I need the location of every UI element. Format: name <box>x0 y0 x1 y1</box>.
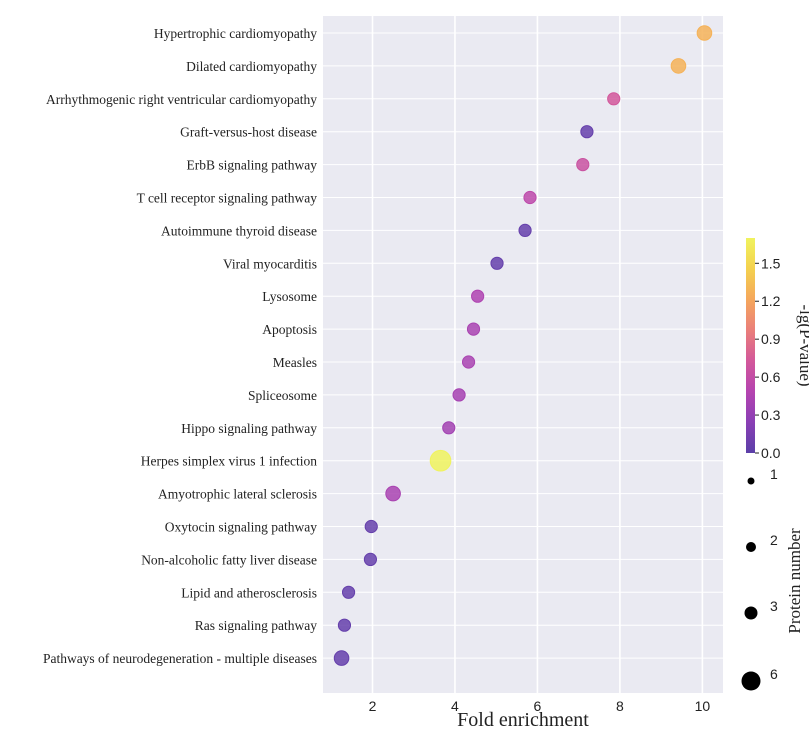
data-point <box>466 322 481 336</box>
size-legend-label: 6 <box>770 666 778 682</box>
data-point <box>607 92 621 106</box>
category-label: Dilated cardiomyopathy <box>186 59 317 74</box>
data-point <box>471 289 485 303</box>
category-label: Pathways of neurodegeneration - multiple… <box>43 651 317 666</box>
data-point <box>670 58 687 74</box>
plot-background <box>323 16 723 693</box>
x-axis-title: Fold enrichment <box>457 709 589 731</box>
category-label: T cell receptor signaling pathway <box>137 191 318 206</box>
colorbar <box>746 238 755 453</box>
category-label: Lipid and atherosclerosis <box>181 585 317 600</box>
size-legend-label: 1 <box>770 466 778 482</box>
category-label: Non-alcoholic fatty liver disease <box>141 552 317 567</box>
x-tick-label: 10 <box>695 698 711 714</box>
category-label: ErbB signaling pathway <box>187 158 318 173</box>
data-point <box>580 125 594 139</box>
colorbar-tick-label: 0.0 <box>761 445 781 461</box>
data-point <box>452 388 466 402</box>
size-legend-marker <box>741 671 761 691</box>
category-label: Graft-versus-host disease <box>180 125 317 140</box>
data-point <box>490 256 504 270</box>
size-legend-label: 2 <box>770 532 778 548</box>
data-point <box>576 158 590 172</box>
data-point <box>518 223 532 237</box>
colorbar-tick-label: 1.5 <box>761 255 781 271</box>
category-label: Apoptosis <box>262 322 317 337</box>
data-point <box>523 190 537 205</box>
category-label: Amyotrophic lateral sclerosis <box>158 487 317 502</box>
data-point <box>341 585 356 599</box>
colorbar-tick-label: 0.3 <box>761 407 781 423</box>
data-point <box>429 449 452 472</box>
category-label: Oxytocin signaling pathway <box>165 520 317 535</box>
category-label: Spliceosome <box>248 388 317 403</box>
category-label: Hypertrophic cardiomyopathy <box>154 26 317 41</box>
data-point <box>333 650 350 666</box>
data-point <box>442 421 456 435</box>
x-tick-label: 4 <box>451 698 459 714</box>
data-point <box>337 618 352 632</box>
colorbar-tick-label: 1.2 <box>761 293 781 309</box>
x-tick-label: 8 <box>616 698 624 714</box>
data-point <box>696 25 713 41</box>
data-point <box>461 355 476 369</box>
colorbar-title: -lg(P-value) <box>796 304 809 386</box>
category-label: Hippo signaling pathway <box>181 421 317 436</box>
category-label: Ras signaling pathway <box>195 618 317 633</box>
data-point <box>363 552 378 567</box>
category-label: Measles <box>273 355 317 370</box>
category-label: Autoimmune thyroid disease <box>161 223 317 238</box>
data-point <box>385 485 401 502</box>
category-label: Herpes simplex virus 1 infection <box>141 454 317 469</box>
colorbar-tick-label: 0.9 <box>761 331 781 347</box>
category-label: Viral myocarditis <box>223 256 317 271</box>
size-legend-label: 3 <box>770 598 778 614</box>
size-legend-marker <box>747 477 755 485</box>
size-legend-marker <box>744 606 758 620</box>
x-tick-label: 2 <box>369 698 377 714</box>
data-point <box>364 519 378 534</box>
x-tick-label: 6 <box>534 698 542 714</box>
size-legend-marker <box>746 542 756 552</box>
category-label: Arrhythmogenic right ventricular cardiom… <box>46 92 317 107</box>
size-legend-title: Protein number <box>785 528 804 634</box>
colorbar-tick-label: 0.6 <box>761 369 781 385</box>
category-label: Lysosome <box>262 289 317 304</box>
